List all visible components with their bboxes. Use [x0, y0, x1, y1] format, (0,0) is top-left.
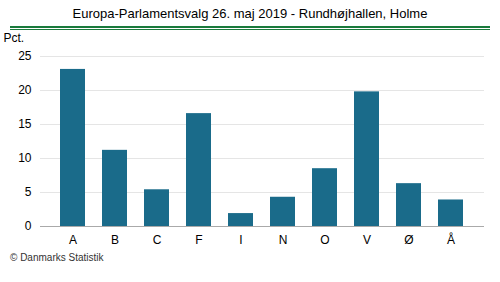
svg-text:5: 5 — [25, 185, 32, 199]
html-text:© Danmarks Statistik: © Danmarks Statistik — [10, 252, 104, 263]
svg-text:O: O — [320, 233, 329, 247]
svg-text:0: 0 — [25, 219, 32, 233]
svg-text:Ø: Ø — [404, 233, 413, 247]
svg-text:B: B — [111, 233, 119, 247]
svg-text:10: 10 — [18, 151, 32, 165]
svg-text:15: 15 — [18, 117, 32, 131]
svg-text:25: 25 — [18, 49, 32, 63]
svg-text:V: V — [363, 233, 371, 247]
svg-text:F: F — [195, 233, 202, 247]
svg-text:C: C — [153, 233, 162, 247]
svg-text:20: 20 — [18, 83, 32, 97]
svg-text:N: N — [279, 233, 288, 247]
svg-text:Å: Å — [447, 232, 455, 247]
html-text:Europa-Parlamentsvalg 26. maj: Europa-Parlamentsvalg 26. maj 2019 - Run… — [72, 6, 428, 21]
svg-text:I: I — [239, 233, 242, 247]
svg-text:Pct.: Pct. — [4, 31, 25, 45]
svg-text:A: A — [69, 233, 77, 247]
